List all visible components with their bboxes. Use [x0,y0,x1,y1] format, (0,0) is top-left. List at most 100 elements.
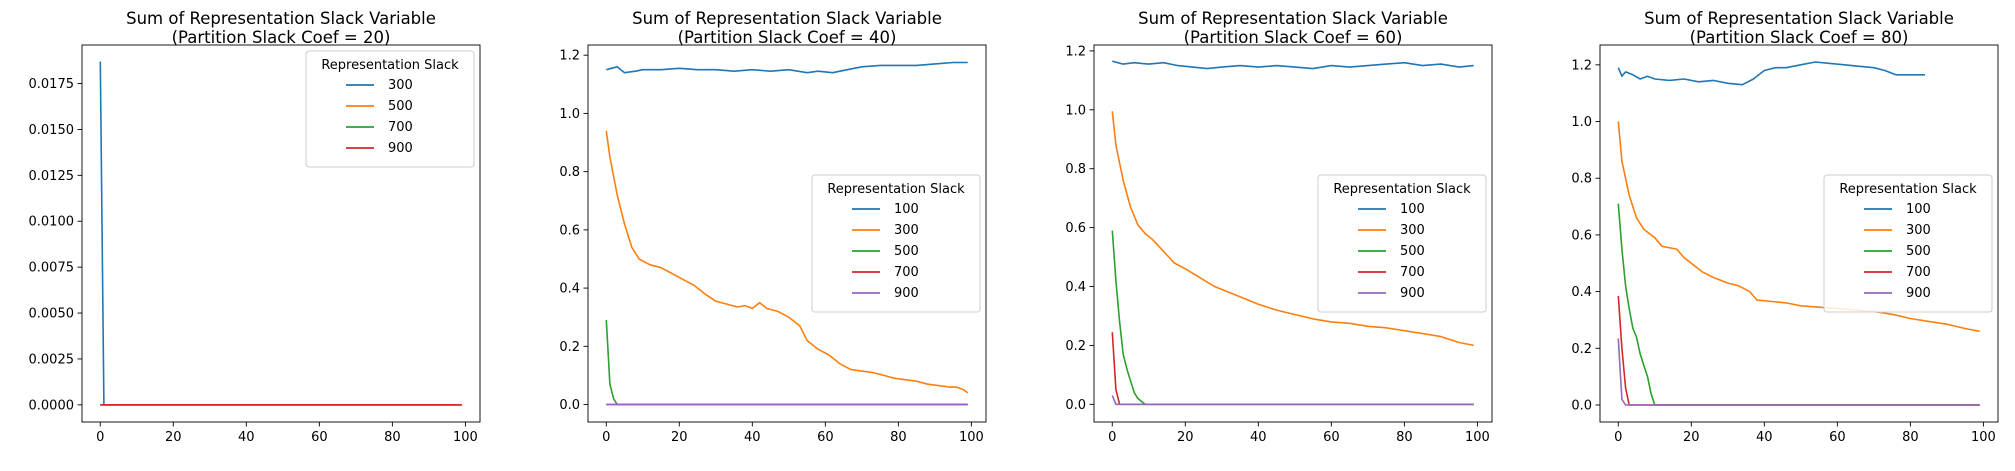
x-tick-label: 40 [1250,430,1267,445]
legend-label-500: 500 [1906,244,1931,259]
chart-title: Sum of Representation Slack Variable [1138,9,1448,28]
x-tick-label: 0 [1108,430,1116,445]
legend-label-500: 500 [388,99,413,114]
y-tick-label: 0.0025 [29,352,75,367]
x-tick-label: 0 [96,430,104,445]
x-tick-label: 0 [1614,430,1622,445]
x-tick-label: 100 [1465,430,1490,445]
x-tick-label: 20 [1683,430,1700,445]
legend-title: Representation Slack [321,58,459,73]
y-tick-label: 0.0100 [29,215,75,230]
legend-label-900: 900 [388,141,413,156]
axes-frame [587,44,987,423]
y-tick-label: 1.0 [1065,103,1086,118]
y-tick-label: 0.6 [559,223,580,238]
chart-panel-1: Sum of Representation Slack Variable(Par… [29,9,481,445]
y-tick-label: 0.0 [1065,398,1086,413]
legend-label-700: 700 [388,120,413,135]
series-line-100 [1112,60,1474,70]
x-tick-label: 80 [1902,430,1919,445]
y-tick-label: 0.0125 [29,169,75,184]
chart-subtitle: (Partition Slack Coef = 40) [678,28,897,47]
legend-label-500: 500 [1400,244,1425,259]
y-tick-label: 0.0175 [29,77,75,92]
chart-panel-3: Sum of Representation Slack Variable(Par… [1065,9,1493,445]
legend: Representation Slack 100 300 500 700 900 [1317,174,1487,313]
series-line-300 [605,130,969,394]
x-tick-label: 80 [384,430,401,445]
y-tick-label: 0.0150 [29,123,75,138]
legend-label-500: 500 [894,244,919,259]
y-tick-label: 0.4 [559,282,580,297]
legend-label-300: 300 [1906,223,1931,238]
series-line-100 [606,61,968,74]
legend-label-300: 300 [894,223,919,238]
x-tick-label: 80 [1396,430,1413,445]
y-tick-label: 0.8 [559,165,580,180]
legend-label-900: 900 [1400,286,1425,301]
y-tick-label: 0.4 [1571,285,1592,300]
x-tick-label: 100 [959,430,984,445]
y-tick-label: 0.8 [1571,172,1592,187]
x-tick-label: 80 [890,430,907,445]
x-tick-label: 0 [602,430,610,445]
legend-label-300: 300 [1400,223,1425,238]
y-tick-label: 0.6 [1571,228,1592,243]
axes-frame [81,44,481,423]
legend-label-300: 300 [388,78,413,93]
y-tick-label: 0.0000 [29,398,75,413]
series-line-700 [1111,332,1474,406]
x-tick-label: 60 [1829,430,1846,445]
series-line-500 [1111,230,1474,406]
series-line-900 [1617,338,1980,406]
legend: Representation Slack 100 300 500 700 900 [1823,174,1993,313]
series-line-900 [1111,395,1474,406]
y-tick-label: 0.2 [559,340,580,355]
legend-title: Representation Slack [1839,182,1977,197]
series-line-300 [1111,111,1474,347]
x-tick-label: 40 [1756,430,1773,445]
legend-title: Representation Slack [827,182,965,197]
series-line-300 [1617,121,1980,333]
legend-label-900: 900 [1906,286,1931,301]
y-tick-label: 0.0050 [29,307,75,322]
legend-label-100: 100 [1400,202,1425,217]
series-line-500 [605,320,968,406]
legend: Representation Slack 100 300 500 700 900 [811,174,981,313]
chart-panel-2: Sum of Representation Slack Variable(Par… [559,9,987,445]
y-tick-label: 0.2 [1571,342,1592,357]
chart-subtitle: (Partition Slack Coef = 80) [1690,28,1909,47]
axes-frame [1093,44,1493,423]
y-tick-label: 0.2 [1065,339,1086,354]
x-tick-label: 40 [238,430,255,445]
chart-subtitle: (Partition Slack Coef = 20) [172,28,391,47]
y-tick-label: 1.2 [1065,44,1086,59]
x-tick-label: 60 [311,430,328,445]
legend-label-100: 100 [894,202,919,217]
legend-label-900: 900 [894,286,919,301]
legend-box [305,50,475,168]
x-tick-label: 100 [453,430,478,445]
y-tick-label: 0.0 [1571,398,1592,413]
x-tick-label: 20 [671,430,688,445]
chart-subtitle: (Partition Slack Coef = 60) [1184,28,1403,47]
y-tick-label: 0.0075 [29,261,75,276]
legend-label-700: 700 [894,265,919,280]
series-line-500 [1617,203,1980,406]
legend: Representation Slack 300 500 700 900 [305,50,475,168]
legend-label-700: 700 [1906,265,1931,280]
x-tick-label: 60 [817,430,834,445]
x-tick-label: 40 [744,430,761,445]
legend-label-100: 100 [1906,202,1931,217]
y-tick-label: 0.0 [559,398,580,413]
legend-title: Representation Slack [1333,182,1471,197]
y-tick-label: 1.0 [1571,115,1592,130]
x-tick-label: 60 [1323,430,1340,445]
y-tick-label: 1.0 [559,107,580,122]
chart-title: Sum of Representation Slack Variable [1644,9,1954,28]
y-tick-label: 0.6 [1065,221,1086,236]
y-tick-label: 1.2 [1571,58,1592,73]
x-tick-label: 20 [165,430,182,445]
legend-label-700: 700 [1400,265,1425,280]
